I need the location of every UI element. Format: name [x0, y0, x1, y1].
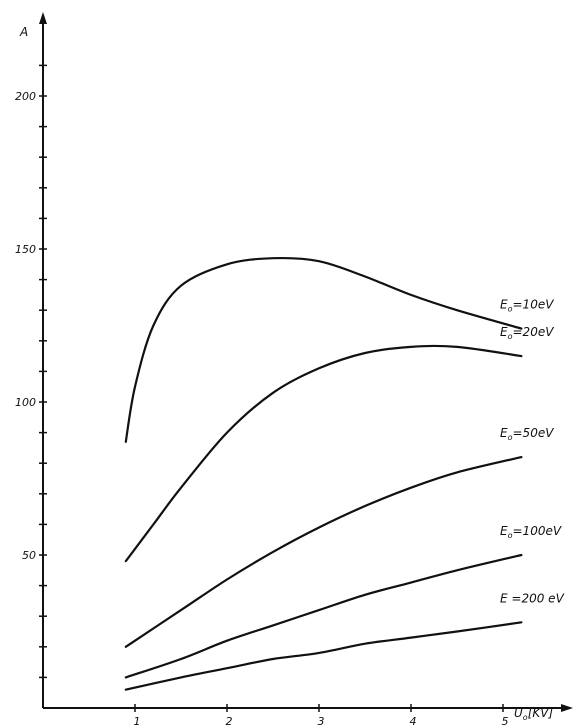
series-line [124, 621, 523, 691]
y-tick-label: 100 [15, 396, 36, 409]
series-line [124, 456, 523, 648]
series-label-subscript: o [508, 531, 513, 540]
x-ticks: 1 2 3 4 5 [134, 704, 509, 728]
y-ticks: 50 100 150 200 [15, 64, 47, 679]
x-axis-arrow [561, 704, 573, 712]
series-label-rest: =100eV [513, 524, 562, 538]
series-line [124, 553, 523, 679]
x-tick-label: 3 [318, 715, 325, 728]
series-label-rest: =10eV [513, 298, 555, 312]
series-label-main: E [500, 325, 508, 339]
series-label-rest: =50eV [513, 426, 555, 440]
y-tick-label: 200 [15, 90, 36, 103]
series-label-rest: =200 eV [508, 591, 565, 605]
x-axis-label: Uo[KV] [514, 706, 553, 722]
series-label-main: E [500, 591, 508, 605]
series-label-rest: =20eV [513, 325, 555, 339]
series-label-subscript: o [508, 433, 513, 442]
y-tick-label: 150 [15, 243, 36, 256]
series-label-main: E [500, 298, 508, 312]
x-tick-label: 2 [226, 715, 233, 728]
series-label-main: E [500, 524, 508, 538]
series-label-subscript: o [508, 332, 513, 341]
x-tick-label: 1 [134, 715, 141, 728]
series-label-main: E [500, 426, 508, 440]
x-tick-label: 4 [410, 715, 417, 728]
series-label-subscript: o [508, 305, 513, 314]
x-tick-label: 5 [502, 715, 509, 728]
series-label: E =200 eV [500, 591, 565, 605]
series-line [124, 344, 523, 563]
series-lines [124, 256, 523, 691]
series-label: Eo=100eV [500, 524, 562, 540]
series-label: Eo=20eV [500, 325, 554, 341]
x-axis-label-subscript: o [523, 713, 528, 722]
series-label: Eo=10eV [500, 298, 554, 314]
series-line [124, 256, 523, 443]
x-axis-label-main: U [514, 706, 523, 720]
series-label: Eo=50eV [500, 426, 554, 442]
x-axis-label-unit: [KV] [528, 706, 554, 720]
y-axis-label: A [19, 25, 28, 39]
axes [39, 12, 573, 712]
y-tick-label: 50 [22, 549, 36, 562]
y-axis-arrow [39, 12, 47, 24]
